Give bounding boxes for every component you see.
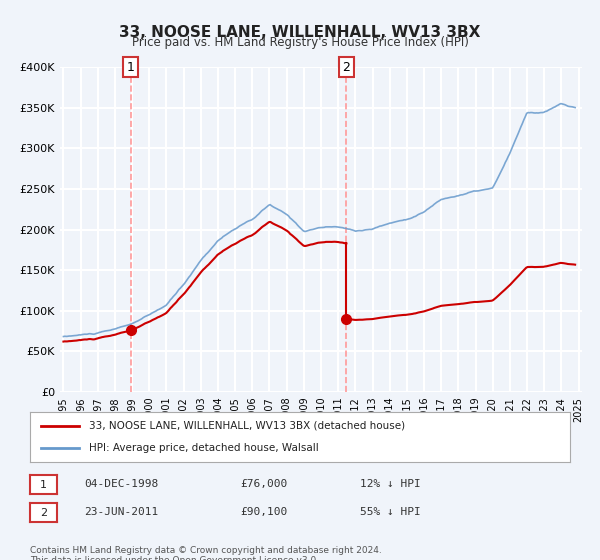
Text: 23-JUN-2011: 23-JUN-2011: [84, 507, 158, 517]
Text: 2: 2: [343, 60, 350, 74]
Text: £90,100: £90,100: [240, 507, 287, 517]
Text: 1: 1: [40, 480, 47, 489]
Text: Contains HM Land Registry data © Crown copyright and database right 2024.
This d: Contains HM Land Registry data © Crown c…: [30, 546, 382, 560]
Text: 55% ↓ HPI: 55% ↓ HPI: [360, 507, 421, 517]
Text: £76,000: £76,000: [240, 479, 287, 489]
Text: 33, NOOSE LANE, WILLENHALL, WV13 3BX (detached house): 33, NOOSE LANE, WILLENHALL, WV13 3BX (de…: [89, 421, 406, 431]
Text: 1: 1: [127, 60, 134, 74]
Text: Price paid vs. HM Land Registry's House Price Index (HPI): Price paid vs. HM Land Registry's House …: [131, 36, 469, 49]
Text: 12% ↓ HPI: 12% ↓ HPI: [360, 479, 421, 489]
Text: 04-DEC-1998: 04-DEC-1998: [84, 479, 158, 489]
Text: 33, NOOSE LANE, WILLENHALL, WV13 3BX: 33, NOOSE LANE, WILLENHALL, WV13 3BX: [119, 25, 481, 40]
Text: 2: 2: [40, 508, 47, 517]
Text: HPI: Average price, detached house, Walsall: HPI: Average price, detached house, Wals…: [89, 443, 319, 453]
